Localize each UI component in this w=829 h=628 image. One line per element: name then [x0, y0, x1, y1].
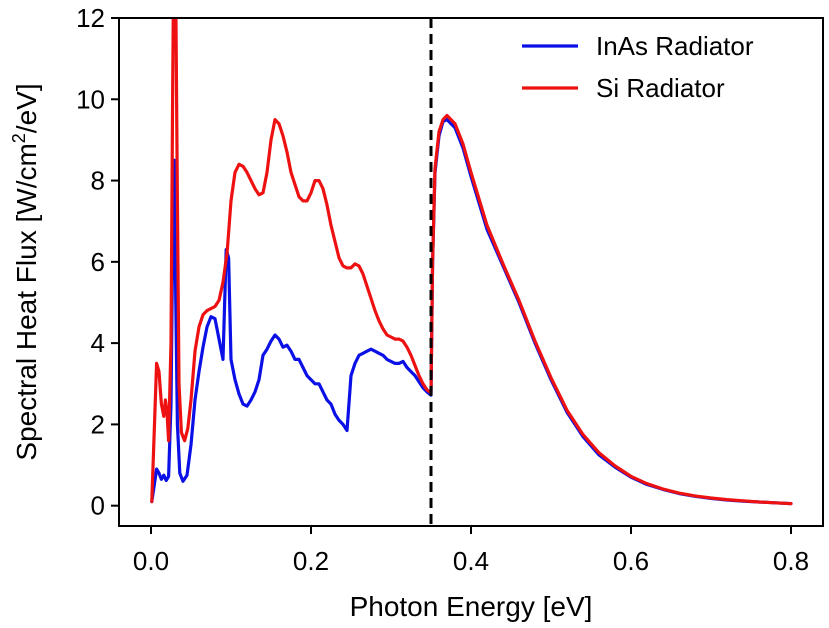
y-tick-label: 10 — [76, 84, 105, 114]
series-line-si-radiator — [150, 18, 793, 506]
y-axis-label-suffix: /eV] — [11, 83, 42, 133]
legend-label-inas-radiator: InAs Radiator — [596, 31, 754, 61]
x-tick-label: 0.2 — [293, 546, 329, 576]
legend: InAs Radiator Si Radiator — [522, 31, 754, 103]
y-axis-label-superscript: 2 — [9, 133, 29, 143]
y-axis-label-main: Spectral Heat Flux [W/cm — [11, 143, 42, 460]
x-tick-label: 0.0 — [133, 546, 169, 576]
x-axis-label: Photon Energy [eV] — [350, 591, 593, 622]
y-tick-label: 6 — [91, 247, 105, 277]
y-tick-label: 0 — [91, 491, 105, 521]
legend-label-si-radiator: Si Radiator — [596, 73, 725, 103]
y-axis-label: Spectral Heat Flux [W/cm2/eV] — [9, 83, 42, 460]
x-tick-label: 0.6 — [613, 546, 649, 576]
y-tick-label: 4 — [91, 328, 105, 358]
y-tick-label: 2 — [91, 409, 105, 439]
x-tick-label: 0.4 — [453, 546, 489, 576]
series-layer — [150, 18, 793, 506]
y-tick-label: 8 — [91, 166, 105, 196]
x-axis: 0.0 0.2 0.4 0.6 0.8 — [133, 526, 809, 576]
y-tick-label: 12 — [76, 3, 105, 33]
x-tick-label: 0.8 — [773, 546, 809, 576]
y-axis: 0 2 4 6 8 10 12 — [76, 3, 119, 521]
